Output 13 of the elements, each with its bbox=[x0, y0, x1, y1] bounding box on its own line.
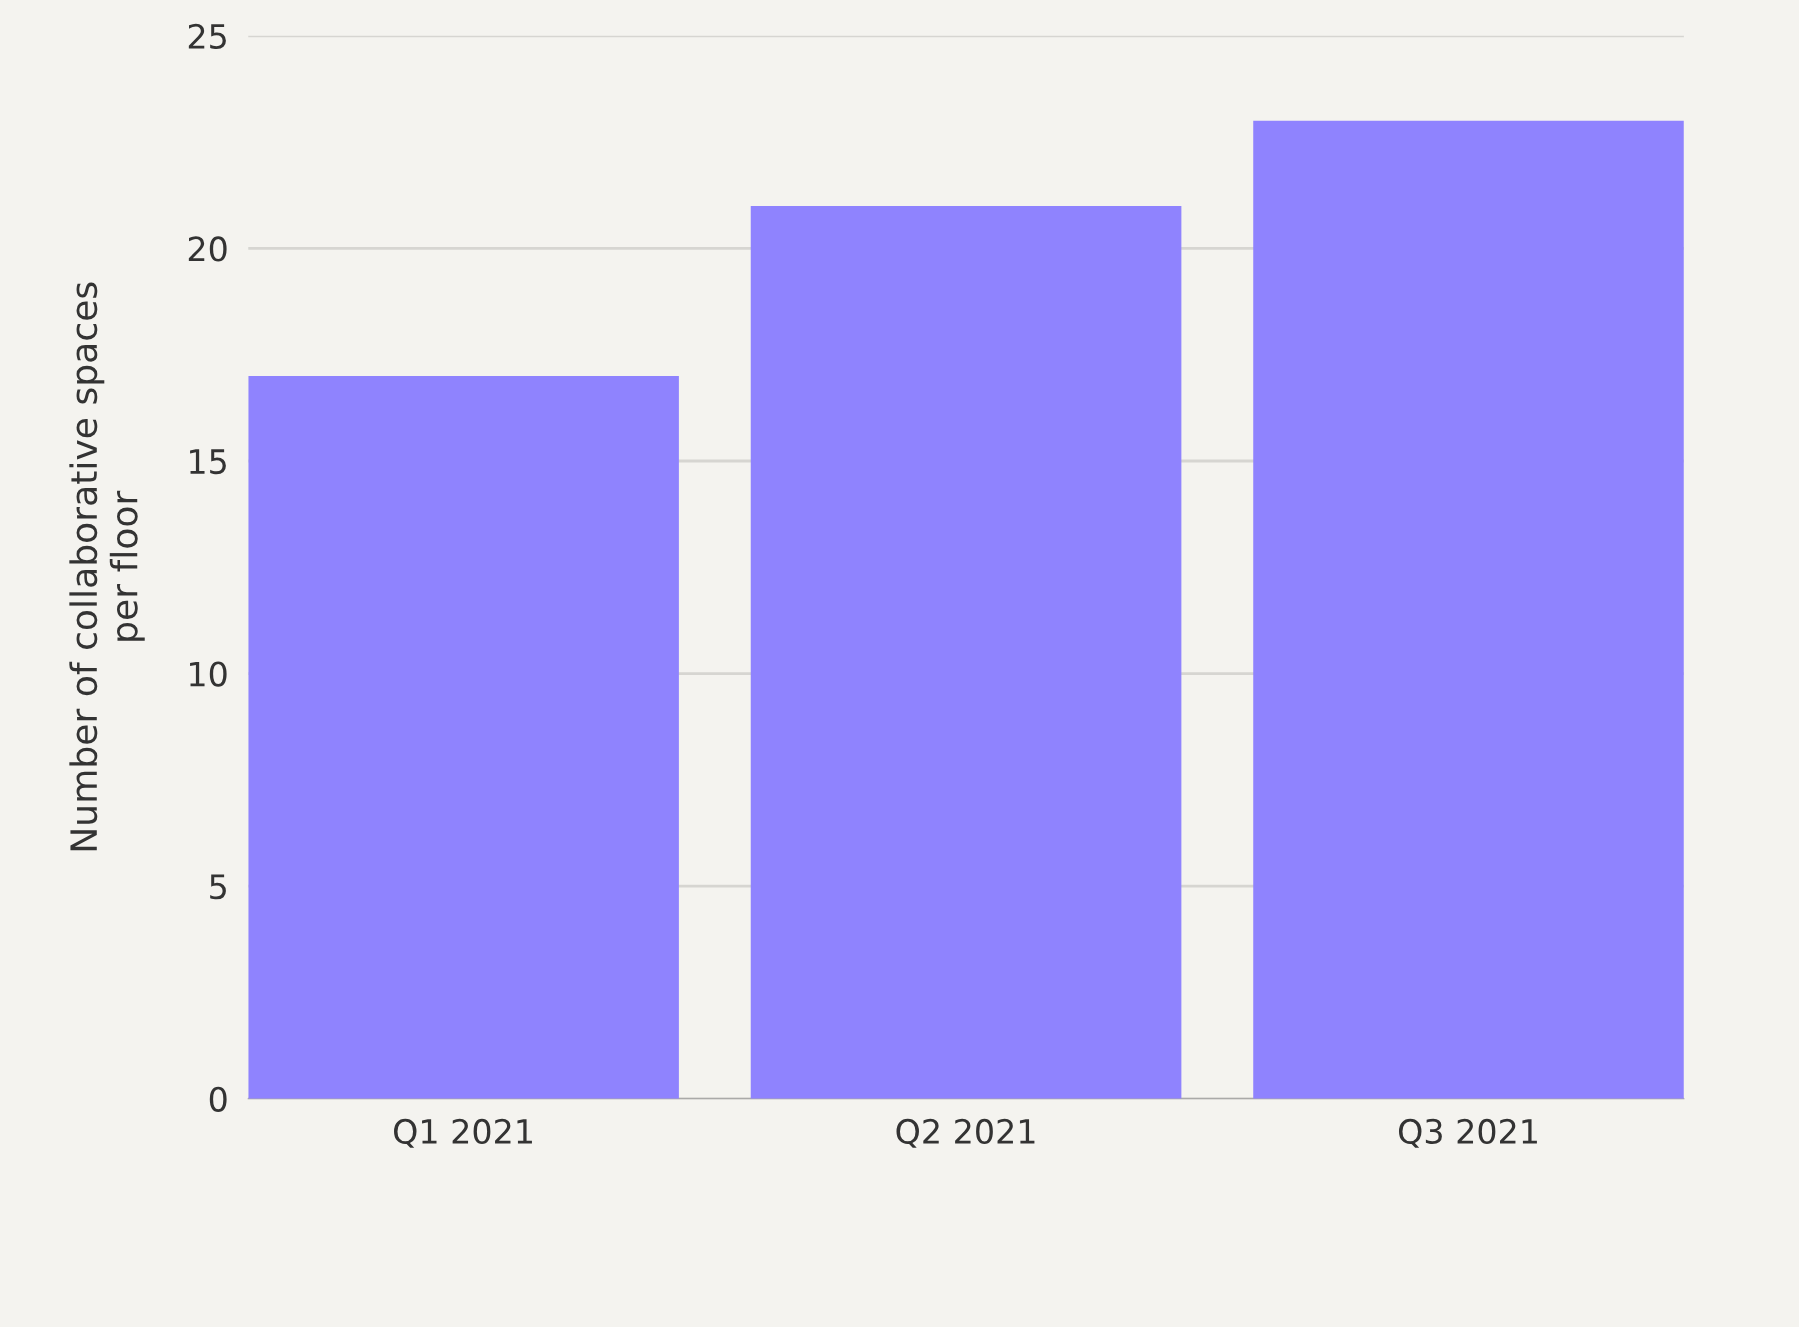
bar bbox=[1253, 120, 1684, 1099]
y-tick-label: 10 bbox=[190, 661, 227, 687]
y-axis-title: Number of collaborative spaces per floor bbox=[69, 282, 145, 851]
x-tick-label: Q1 2021 bbox=[394, 1118, 532, 1148]
bar bbox=[248, 375, 679, 1099]
x-tick-label: Q3 2021 bbox=[1398, 1118, 1537, 1148]
x-tick-label: Q2 2021 bbox=[896, 1118, 1035, 1148]
bar bbox=[750, 205, 1182, 1099]
y-tick-label: 5 bbox=[210, 874, 226, 900]
y-tick-label: 25 bbox=[188, 23, 226, 49]
y-tick-label: 0 bbox=[209, 1086, 227, 1112]
y-tick-label: 15 bbox=[190, 449, 226, 475]
y-tick-label: 20 bbox=[188, 236, 227, 262]
